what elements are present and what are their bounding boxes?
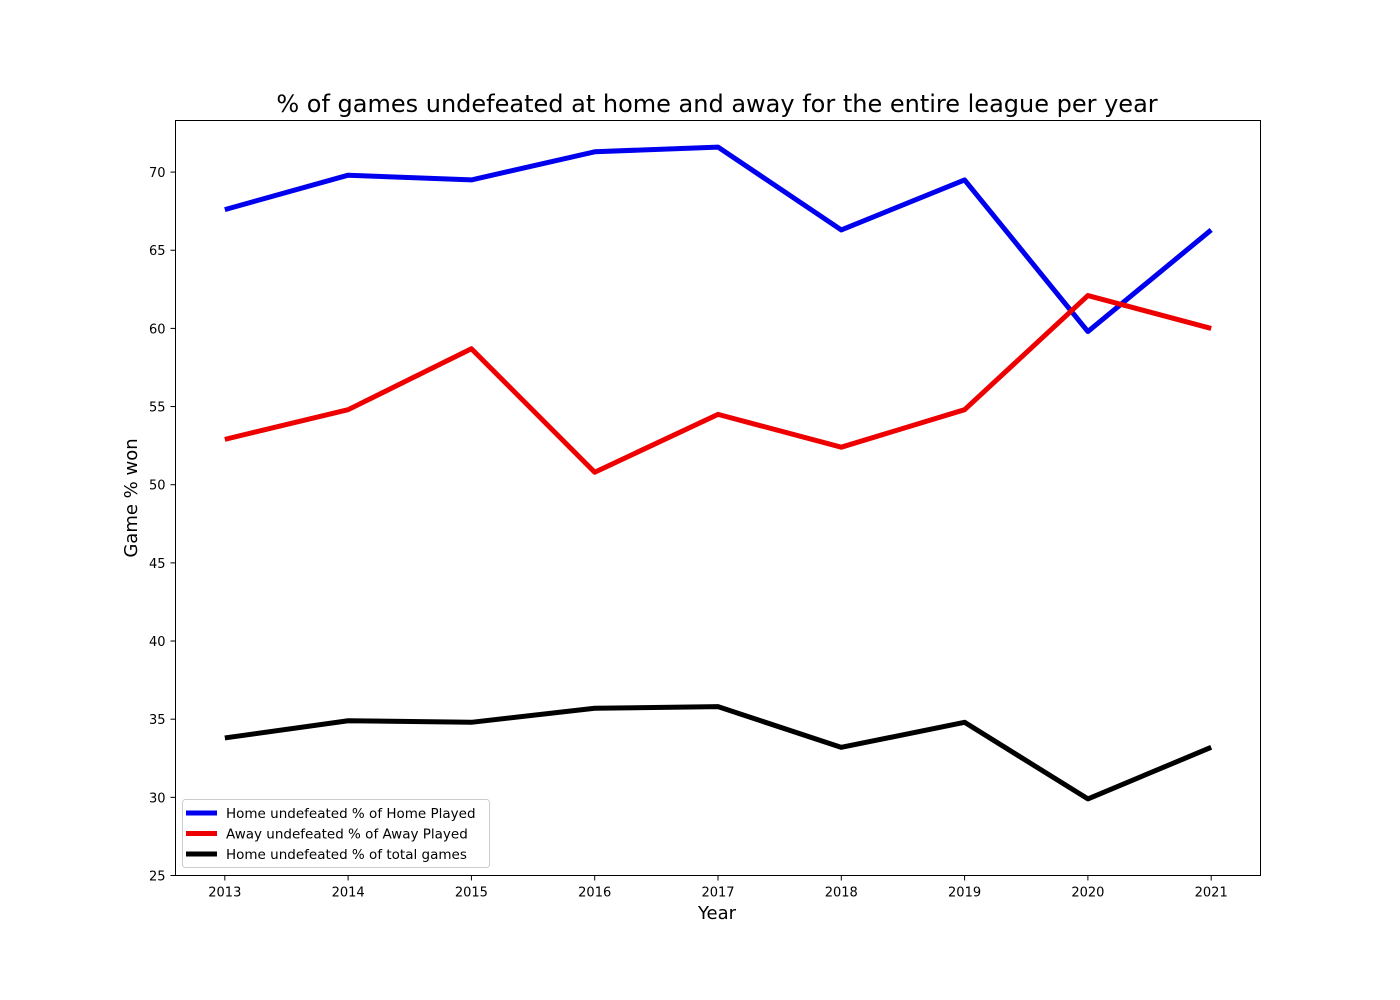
x-tick-label: 2014	[332, 886, 365, 901]
y-tick-label: 35	[149, 713, 166, 728]
legend-entries: Home undefeated % of Home Played Away und…	[186, 806, 476, 863]
y-tick-label: 50	[149, 479, 166, 494]
y-axis-label: Game % won	[121, 438, 142, 557]
x-axis-label: Year	[697, 903, 737, 924]
chart-title: % of games undefeated at home and away f…	[276, 90, 1157, 118]
y-axis: 25 30 35 40 45 50 55 60 65 70	[149, 166, 176, 885]
x-tick-label: 2020	[1071, 886, 1104, 901]
legend-box	[182, 799, 490, 868]
series-line-home-undefeated-pct-of-total-games	[224, 704, 1213, 802]
plot-frame	[175, 120, 1261, 876]
y-tick-label: 25	[149, 870, 166, 885]
x-tick-label: 2016	[578, 886, 611, 901]
legend-label-home-undefeated-pct-of-home-played: Home undefeated % of Home Played	[226, 806, 476, 822]
legend-label-home-undefeated-pct-of-total-games: Home undefeated % of total games	[226, 847, 467, 863]
plot-area	[175, 120, 1261, 876]
series-line-home-undefeated-pct-of-home-played	[224, 144, 1213, 335]
x-tick-label: 2018	[825, 886, 858, 901]
x-tick-label: 2021	[1195, 886, 1228, 901]
x-tick-label: 2015	[455, 886, 488, 901]
legend: Home undefeated % of Home Played Away und…	[182, 799, 490, 868]
y-tick-label: 55	[149, 401, 166, 416]
y-tick-label: 70	[149, 166, 166, 181]
x-tick-label: 2017	[701, 886, 734, 901]
series-layer	[224, 144, 1213, 802]
y-tick-label: 60	[149, 322, 166, 337]
x-tick-label: 2013	[208, 886, 241, 901]
y-tick-label: 40	[149, 635, 166, 650]
y-tick-label: 30	[149, 791, 166, 806]
y-tick-label: 65	[149, 244, 166, 259]
legend-label-away-undefeated-pct-of-away-played: Away undefeated % of Away Played	[226, 827, 468, 843]
x-axis: 2013 2014 2015 2016 2017 2018 2019 2020 2021	[208, 875, 1228, 901]
series-line-away-undefeated-pct-of-away-played	[224, 293, 1212, 475]
x-tick-label: 2019	[948, 886, 981, 901]
y-tick-label: 45	[149, 557, 166, 572]
